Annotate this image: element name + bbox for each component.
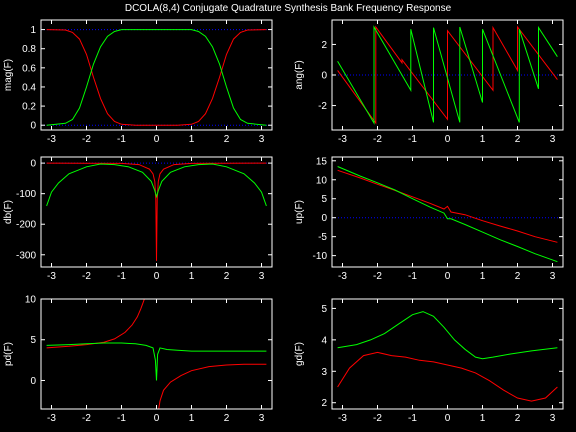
- subplot-pd: -3 -2 -1 0 1 2 3 0 5 10 pd(F): [3, 295, 273, 424]
- x-tick-label: 0: [154, 413, 160, 424]
- figure-title: DCOLA(8,4) Conjugate Quadrature Synthesi…: [125, 3, 452, 14]
- x-tick-label: -2: [82, 134, 91, 145]
- x-tick-label: 3: [259, 413, 265, 424]
- y-axis-label: mag(F): [3, 59, 14, 91]
- series-line-red: [46, 299, 145, 349]
- y-tick-label: 0.8: [22, 44, 36, 55]
- x-tick-label: 2: [224, 413, 230, 424]
- y-axis-label: db(F): [3, 200, 14, 224]
- y-axis-label: gd(F): [294, 342, 305, 366]
- series-line-red: [337, 351, 558, 402]
- y-tick-label: 4: [321, 335, 327, 346]
- series-line-green: [337, 311, 558, 360]
- x-tick-label: 1: [189, 134, 195, 145]
- y-tick-label: 0.4: [22, 82, 36, 93]
- x-tick-label: 0: [154, 271, 160, 282]
- x-tick-label: -1: [117, 413, 126, 424]
- x-tick-label: -1: [408, 271, 417, 282]
- x-tick-label: 2: [224, 271, 230, 282]
- x-tick-label: 1: [480, 271, 486, 282]
- series-line-green: [337, 25, 558, 125]
- series-line-red: [46, 29, 267, 126]
- y-tick-label: 0: [30, 121, 36, 132]
- x-tick-label: -3: [47, 271, 56, 282]
- x-tick-label: 3: [550, 134, 556, 145]
- x-tick-label: 2: [224, 134, 230, 145]
- x-tick-label: 1: [480, 413, 486, 424]
- y-tick-label: -2: [318, 101, 327, 112]
- y-tick-label: 1: [30, 25, 36, 36]
- y-tick-label: 15: [316, 156, 328, 167]
- x-tick-label: 0: [445, 413, 451, 424]
- y-tick-label: 0.2: [22, 102, 36, 113]
- x-tick-label: -3: [338, 134, 347, 145]
- y-tick-label: -200: [16, 220, 36, 231]
- x-tick-label: 0: [445, 271, 451, 282]
- y-tick-label: 0: [321, 213, 327, 224]
- x-tick-label: -2: [82, 413, 91, 424]
- series-line-green: [337, 166, 558, 263]
- y-axis-label: ang(F): [294, 60, 305, 89]
- subplot-mag: -3 -2 -1 0 1 2 3 0 0.2 0.4 0.6 0.8 1 mag(F): [3, 19, 273, 145]
- x-tick-label: -1: [117, 134, 126, 145]
- y-axis-label: up(F): [294, 200, 305, 224]
- series-line-red: [337, 25, 558, 125]
- y-tick-label: 3: [321, 367, 327, 378]
- x-tick-label: -1: [117, 271, 126, 282]
- series-line-green: [46, 29, 267, 126]
- y-tick-label: 10: [25, 295, 37, 306]
- y-tick-label: 0: [30, 376, 36, 387]
- subplot-ang: -3 -2 -1 0 1 2 3 -2 0 2 ang(F): [294, 19, 564, 145]
- x-tick-label: 1: [480, 134, 486, 145]
- y-tick-label: 0.6: [22, 63, 36, 74]
- x-tick-label: 2: [515, 134, 521, 145]
- y-tick-label: 5: [321, 304, 327, 315]
- axes-frame: [40, 298, 273, 410]
- x-tick-label: 2: [515, 413, 521, 424]
- axes-frame: [331, 298, 564, 410]
- subplot-gd: -3 -2 -1 0 1 2 3 2 3 4 5 gd(F): [294, 298, 564, 424]
- x-tick-label: -2: [82, 271, 91, 282]
- x-tick-label: 3: [259, 271, 265, 282]
- y-tick-label: 5: [30, 335, 36, 346]
- y-tick-label: 0: [30, 159, 36, 170]
- x-tick-label: -3: [338, 413, 347, 424]
- y-tick-label: -300: [16, 250, 36, 261]
- x-tick-label: -3: [338, 271, 347, 282]
- y-tick-label: 10: [316, 175, 328, 186]
- x-tick-label: -2: [373, 413, 382, 424]
- y-tick-label: 5: [321, 194, 327, 205]
- y-tick-label: 0: [321, 71, 327, 82]
- x-tick-label: 0: [445, 134, 451, 145]
- x-tick-label: -2: [373, 134, 382, 145]
- series-line-red: [337, 169, 558, 243]
- subplot-db: -3 -2 -1 0 1 2 3 -300 -200 -100 0 db(F): [3, 156, 273, 282]
- y-tick-label: -100: [16, 189, 36, 200]
- series-line-red: [158, 363, 267, 409]
- x-tick-label: -3: [47, 134, 56, 145]
- x-tick-label: 0: [154, 134, 160, 145]
- y-tick-label: -10: [313, 251, 328, 262]
- x-tick-label: -3: [47, 413, 56, 424]
- x-tick-label: 3: [550, 413, 556, 424]
- y-tick-label: -5: [318, 232, 327, 243]
- x-tick-label: -1: [408, 134, 417, 145]
- x-tick-label: 1: [189, 271, 195, 282]
- series-line-green: [46, 163, 267, 207]
- series-line-red: [46, 162, 267, 261]
- x-tick-label: 3: [259, 134, 265, 145]
- series-line-green: [46, 342, 267, 381]
- x-tick-label: -1: [408, 413, 417, 424]
- x-tick-label: 1: [189, 413, 195, 424]
- y-tick-label: 2: [321, 398, 327, 409]
- x-tick-label: 2: [515, 271, 521, 282]
- x-tick-label: 3: [550, 271, 556, 282]
- x-tick-label: -2: [373, 271, 382, 282]
- y-tick-label: 2: [321, 40, 327, 51]
- y-axis-label: pd(F): [3, 342, 14, 366]
